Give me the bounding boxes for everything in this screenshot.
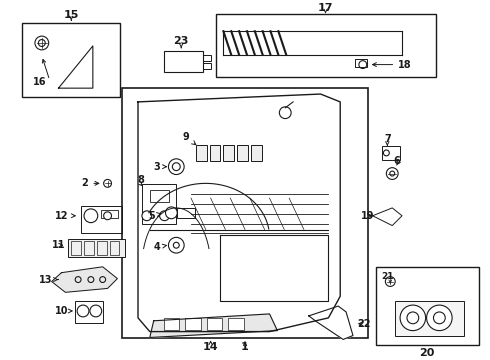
Bar bbox=[375, 267, 479, 345]
Bar bbox=[164, 318, 179, 330]
Text: 19: 19 bbox=[361, 211, 374, 221]
Bar bbox=[101, 210, 119, 218]
Bar bbox=[251, 145, 262, 161]
Circle shape bbox=[166, 207, 177, 219]
Circle shape bbox=[385, 276, 395, 287]
Circle shape bbox=[427, 305, 452, 330]
Bar bbox=[382, 146, 400, 160]
Circle shape bbox=[77, 305, 89, 317]
Circle shape bbox=[38, 40, 45, 46]
Circle shape bbox=[62, 82, 68, 88]
Text: 6: 6 bbox=[394, 156, 400, 166]
Circle shape bbox=[104, 179, 112, 187]
Polygon shape bbox=[309, 306, 353, 339]
Text: 22: 22 bbox=[357, 319, 370, 329]
Circle shape bbox=[169, 237, 184, 253]
Bar bbox=[97, 241, 107, 255]
Bar bbox=[203, 55, 211, 61]
Circle shape bbox=[172, 163, 180, 171]
Text: 11: 11 bbox=[52, 240, 65, 250]
Bar bbox=[216, 14, 437, 77]
Bar bbox=[228, 318, 244, 330]
Text: 12: 12 bbox=[55, 211, 75, 221]
Circle shape bbox=[390, 171, 395, 176]
Polygon shape bbox=[58, 46, 93, 88]
Circle shape bbox=[100, 276, 106, 283]
Circle shape bbox=[383, 150, 389, 156]
Polygon shape bbox=[51, 267, 118, 292]
Text: 16: 16 bbox=[33, 77, 47, 87]
Bar bbox=[395, 301, 464, 336]
Bar bbox=[68, 239, 125, 257]
Bar bbox=[142, 184, 176, 224]
Bar bbox=[22, 23, 121, 97]
Bar bbox=[177, 208, 195, 218]
Bar bbox=[75, 301, 103, 323]
Bar bbox=[355, 59, 367, 67]
Circle shape bbox=[173, 242, 179, 248]
Text: 17: 17 bbox=[318, 3, 333, 13]
Text: 7: 7 bbox=[384, 134, 391, 144]
Text: 14: 14 bbox=[203, 342, 219, 352]
Bar bbox=[210, 145, 220, 161]
Polygon shape bbox=[372, 208, 402, 226]
Circle shape bbox=[142, 211, 152, 221]
Circle shape bbox=[359, 61, 367, 68]
Circle shape bbox=[386, 168, 398, 179]
Text: 21: 21 bbox=[381, 272, 393, 281]
Circle shape bbox=[75, 276, 81, 283]
Bar bbox=[223, 145, 234, 161]
Bar bbox=[185, 318, 201, 330]
Text: 1: 1 bbox=[241, 342, 249, 352]
Bar bbox=[237, 145, 248, 161]
Bar bbox=[203, 63, 211, 68]
Text: 18: 18 bbox=[372, 60, 412, 69]
Text: 20: 20 bbox=[419, 348, 434, 358]
Polygon shape bbox=[150, 314, 277, 337]
Bar bbox=[81, 206, 122, 233]
Circle shape bbox=[104, 212, 112, 220]
Bar bbox=[196, 145, 207, 161]
Bar bbox=[71, 241, 81, 255]
Bar bbox=[164, 51, 203, 72]
Text: 3: 3 bbox=[153, 162, 167, 172]
Text: 5: 5 bbox=[148, 211, 161, 221]
Text: 10: 10 bbox=[55, 306, 72, 316]
Circle shape bbox=[88, 276, 94, 283]
Circle shape bbox=[279, 107, 291, 118]
Text: 9: 9 bbox=[183, 132, 196, 145]
Bar bbox=[122, 88, 368, 338]
Bar bbox=[110, 241, 120, 255]
Bar bbox=[84, 241, 94, 255]
Bar bbox=[150, 190, 170, 202]
Text: 2: 2 bbox=[82, 178, 99, 188]
Bar bbox=[207, 318, 222, 330]
Circle shape bbox=[84, 209, 98, 222]
Circle shape bbox=[160, 211, 170, 221]
Circle shape bbox=[434, 312, 445, 324]
Circle shape bbox=[169, 159, 184, 175]
Circle shape bbox=[407, 312, 419, 324]
Circle shape bbox=[90, 305, 102, 317]
Text: 8: 8 bbox=[137, 175, 144, 185]
Text: 15: 15 bbox=[64, 9, 79, 19]
Circle shape bbox=[35, 36, 49, 50]
Text: 13: 13 bbox=[39, 275, 58, 284]
Circle shape bbox=[400, 305, 426, 330]
Text: 23: 23 bbox=[173, 36, 189, 46]
Text: 4: 4 bbox=[153, 242, 167, 252]
